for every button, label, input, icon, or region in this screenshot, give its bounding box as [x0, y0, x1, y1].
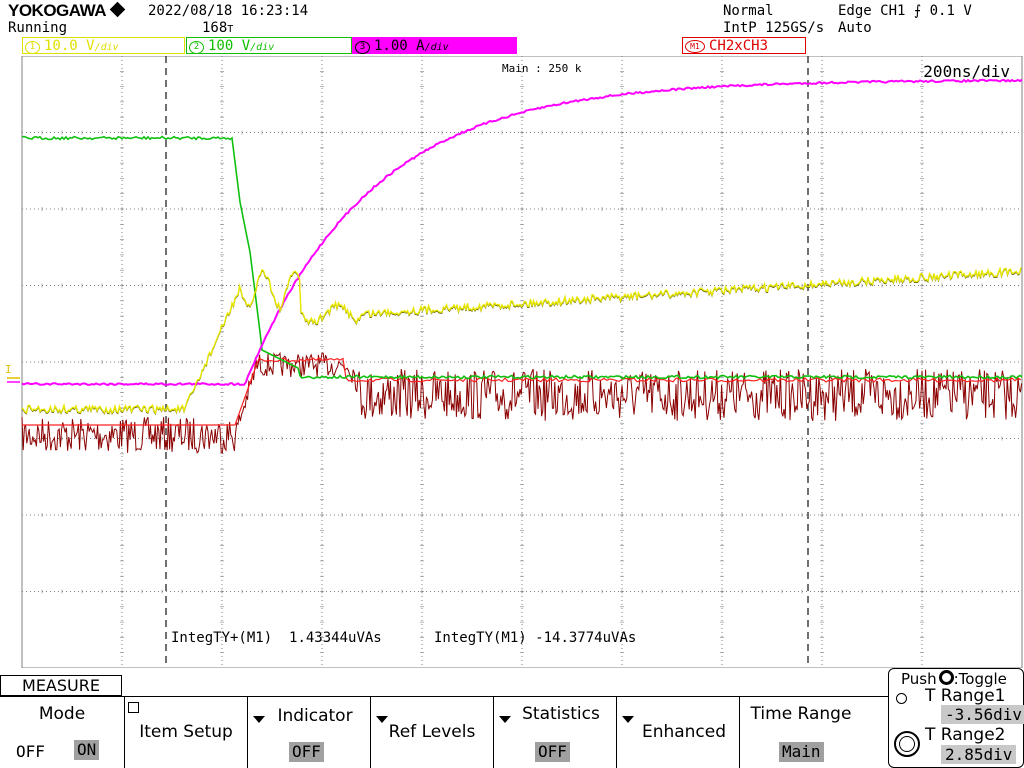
sample-rate: IntP 125GS/s: [723, 20, 825, 36]
mode-softkey[interactable]: Mode OFF ON: [0, 696, 124, 768]
count-marker-icon: T: [227, 24, 234, 35]
math1-indicator[interactable]: M1 CH2xCH3: [682, 37, 806, 54]
dropdown-icon: [499, 708, 511, 728]
menu-title: MEASURE: [0, 675, 122, 696]
channel2-trace: [21, 135, 1023, 380]
math-trace: [21, 351, 1023, 454]
time-range-value: Main: [779, 742, 824, 762]
t-range1-label: T Range1: [925, 686, 1006, 706]
measurement-integ-positive: IntegTY+(M1) 1.43344uVAs: [171, 630, 382, 646]
t-range2-value[interactable]: 2.85div: [941, 745, 1017, 764]
yokogawa-logo: YOKOGAWA: [8, 1, 126, 21]
indicator-value: OFF: [289, 742, 324, 762]
dropdown-icon: [622, 708, 634, 728]
dropdown-icon: [376, 708, 388, 728]
submenu-icon: [128, 702, 139, 713]
measurement-integ-total: IntegTY(M1) -14.3774uVAs: [434, 630, 637, 646]
channel3-trace: [21, 78, 1023, 387]
diamond-icon: [109, 1, 126, 18]
push-toggle-hint: Push:Toggle: [901, 670, 1007, 688]
rising-edge-icon: ⨍: [913, 3, 922, 19]
menu-divider: [0, 696, 888, 697]
t-range1-value[interactable]: -3.56div: [941, 705, 1024, 724]
ref-levels-softkey[interactable]: Ref Levels: [370, 696, 493, 768]
acquisition-mode: Normal: [723, 3, 774, 19]
math-average-trace: [22, 357, 1022, 426]
waveform-display[interactable]: Main : 250 k 200ns/div I: [0, 56, 1024, 668]
acquisition-count: 168T: [202, 20, 234, 36]
main-record-label: Main : 250 k: [502, 62, 582, 75]
trigger-mode: Auto: [838, 20, 872, 36]
timebase-label: 200ns/div: [923, 62, 1010, 81]
enhanced-softkey[interactable]: Enhanced: [616, 696, 739, 768]
indicator-softkey[interactable]: Indicator OFF: [247, 696, 370, 768]
jog-knob-icon[interactable]: [894, 731, 920, 757]
graticule: [21, 56, 1023, 668]
run-status: Running: [8, 20, 68, 36]
statistics-softkey[interactable]: Statistics OFF: [493, 696, 616, 768]
traces: [21, 78, 1023, 454]
t-range-panel[interactable]: Push:Toggle T Range1 -3.56div T Range2 2…: [888, 668, 1024, 768]
dropdown-icon: [253, 708, 265, 728]
svg-text:I: I: [5, 363, 12, 376]
push-knob-icon: [938, 670, 954, 685]
item-setup-softkey[interactable]: Item Setup: [124, 696, 247, 768]
t-range2-label: T Range2: [925, 725, 1006, 745]
channel3-scale[interactable]: 3 1.00 A/div: [352, 37, 517, 54]
trigger-setting: Edge CH1 ⨍ 0.1 V: [838, 3, 972, 19]
time-range-softkey[interactable]: Time Range Main: [739, 696, 862, 768]
statistics-value: OFF: [535, 742, 570, 762]
channel1-trace: [21, 266, 1022, 415]
ground-marker-icon[interactable]: I: [5, 363, 20, 383]
small-knob-icon: [896, 693, 907, 704]
channel2-scale[interactable]: 2 100 V/div: [186, 37, 352, 54]
channel1-scale[interactable]: 1 10.0 V/div: [22, 37, 185, 54]
datetime: 2022/08/18 16:23:14: [148, 3, 309, 19]
mode-on-option[interactable]: ON: [74, 740, 100, 760]
mode-off-option[interactable]: OFF: [16, 742, 45, 761]
